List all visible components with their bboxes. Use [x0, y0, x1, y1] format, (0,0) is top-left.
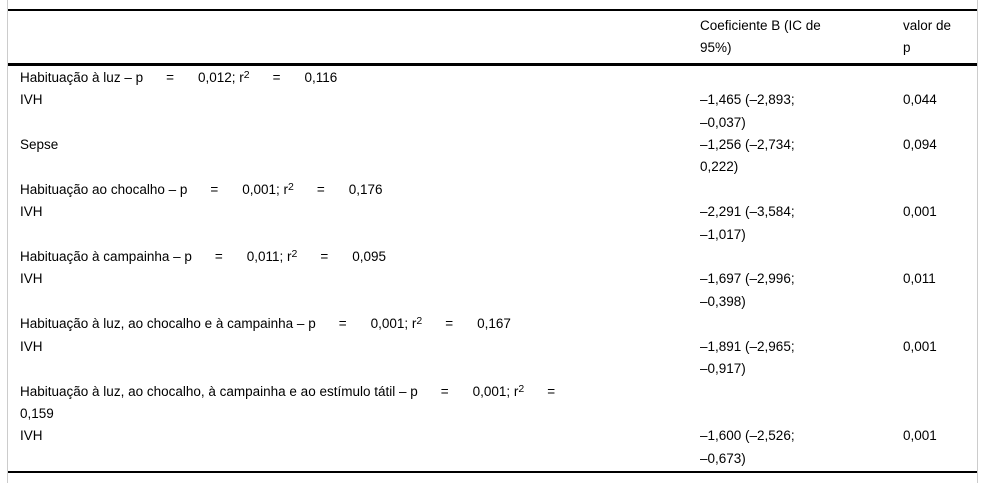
equals-sign: = — [272, 69, 281, 85]
predictor-label: IVH — [20, 204, 43, 220]
predictor-row: Sepse –1,256 (–2,734; 0,222) 0,094 — [8, 134, 977, 179]
coefficient-line1: –1,465 (–2,893; — [700, 92, 795, 108]
predictor-label: IVH — [20, 428, 43, 444]
superscript-2: 2 — [416, 315, 423, 328]
model-label: Habituação à luz, ao chocalho e à campai… — [20, 316, 316, 332]
regression-results-table: Coeficiente B (IC de 95%) valor de p Hab… — [8, 9, 977, 474]
equals-sign: = — [214, 249, 223, 265]
superscript-2: 2 — [518, 382, 525, 395]
equals-sign: = — [338, 316, 347, 332]
model-section-row: Habituação à campainha – p = 0,011; r2 = 0,0… — [8, 246, 977, 268]
model-heading: Habituação ao chocalho – p = 0,001; r2 = 0,1… — [8, 179, 977, 201]
coefficient-line2: –0,037) — [700, 114, 746, 130]
model-p-value: 0,001; r — [242, 181, 289, 197]
header-pvalue-line1: valor de — [903, 18, 952, 33]
predictor-row: IVH –2,291 (–3,584; –1,017) 0,001 — [8, 201, 977, 246]
model-r2-value: 0,095 — [352, 249, 387, 265]
equals-sign: = — [166, 69, 174, 85]
predictor-label: IVH — [20, 92, 43, 108]
p-value: 0,001 — [903, 204, 937, 220]
equals-sign: = — [210, 181, 219, 197]
equals-sign: = — [320, 249, 329, 265]
coefficient-line2: –0,673) — [700, 450, 746, 466]
coefficient-cell: –1,465 (–2,893; –0,037) — [688, 89, 891, 134]
equals-sign: = — [445, 316, 454, 332]
coefficient-cell: –1,600 (–2,526; –0,673) — [688, 425, 891, 470]
equals-sign: = — [316, 181, 325, 197]
p-value: 0,001 — [903, 338, 937, 354]
model-section-row: Habituação ao chocalho – p = 0,001; r2 = 0,1… — [8, 179, 977, 201]
predictor-row: IVH –1,600 (–2,526; –0,673) 0,001 — [8, 425, 977, 470]
model-label: Habituação ao chocalho – p — [20, 181, 188, 197]
predictor-row: IVH –1,697 (–2,996; –0,398) 0,011 — [8, 268, 977, 313]
right-frame-edge — [977, 0, 978, 483]
header-coefficient-cell: Coeficiente B (IC de 95%) — [688, 15, 891, 60]
equals-sign: = — [440, 383, 449, 399]
coefficient-cell: –1,891 (–2,965; –0,917) — [688, 336, 891, 381]
superscript-2: 2 — [243, 68, 250, 81]
model-heading: Habituação à luz – p = 0,012; r2 = 0,116 — [8, 67, 977, 89]
model-r2-value: 0,167 — [477, 316, 511, 332]
superscript-2: 2 — [288, 180, 294, 193]
p-value: 0,044 — [903, 92, 937, 108]
table-header: Coeficiente B (IC de 95%) valor de p — [8, 11, 977, 66]
header-coefficient-line2: 95%) — [700, 40, 732, 56]
equals-sign: = — [547, 383, 556, 399]
p-value: 0,001 — [903, 428, 937, 444]
model-label: Habituação à luz – p — [20, 69, 144, 85]
model-section-row: Habituação à luz, ao chocalho e à campai… — [8, 313, 977, 335]
coefficient-line2: 0,222) — [700, 159, 739, 175]
model-r2-value: 0,116 — [304, 69, 338, 85]
predictor-label: IVH — [20, 271, 43, 287]
coefficient-line1: –1,256 (–2,734; — [700, 137, 795, 153]
header-coefficient-line1: Coeficiente B (IC de — [700, 18, 821, 33]
predictor-label: IVH — [20, 338, 43, 354]
superscript-2: 2 — [291, 248, 298, 261]
model-heading: Habituação à campainha – p = 0,011; r2 = 0,0… — [8, 246, 977, 268]
p-value: 0,094 — [903, 137, 937, 153]
model-heading: Habituação à luz, ao chocalho e à campai… — [8, 313, 977, 335]
model-p-value: 0,001; r — [472, 383, 519, 399]
coefficient-line1: –1,600 (–2,526; — [700, 428, 795, 444]
p-value: 0,011 — [903, 271, 936, 287]
model-section-row: Habituação à luz, ao chocalho, à campain… — [8, 381, 977, 426]
left-frame-edge — [7, 0, 8, 483]
coefficient-cell: –2,291 (–3,584; –1,017) — [688, 201, 891, 246]
coefficient-cell: –1,697 (–2,996; –0,398) — [688, 268, 891, 313]
model-label: Habituação à luz, ao chocalho, à campain… — [20, 383, 418, 399]
header-pvalue-line2: p — [903, 40, 911, 56]
model-p-value: 0,001; r — [370, 316, 417, 332]
header-pvalue-cell: valor de p — [891, 15, 977, 60]
table-body: Habituação à luz – p = 0,012; r2 = 0,116 IVH… — [8, 66, 977, 474]
model-r2-value: 0,176 — [348, 181, 383, 197]
predictor-label: Sepse — [20, 137, 59, 153]
model-label: Habituação à campainha – p — [20, 249, 192, 265]
model-r2-value-wrapped: 0,159 — [20, 405, 54, 421]
predictor-row: IVH –1,891 (–2,965; –0,917) 0,001 — [8, 336, 977, 381]
coefficient-line2: –0,398) — [700, 293, 746, 309]
model-p-value: 0,011; r — [246, 249, 292, 265]
model-p-value: 0,012; r — [197, 69, 244, 85]
model-heading: Habituação à luz, ao chocalho, à campain… — [8, 381, 977, 426]
coefficient-line2: –0,917) — [700, 361, 746, 377]
model-section-row: Habituação à luz – p = 0,012; r2 = 0,116 — [8, 67, 977, 89]
coefficient-cell: –1,256 (–2,734; 0,222) — [688, 134, 891, 179]
coefficient-line1: –1,697 (–2,996; — [700, 271, 795, 287]
coefficient-line1: –1,891 (–2,965; — [700, 338, 795, 354]
coefficient-line2: –1,017) — [700, 226, 746, 242]
predictor-row: IVH –1,465 (–2,893; –0,037) 0,044 — [8, 89, 977, 134]
coefficient-line1: –2,291 (–3,584; — [700, 204, 795, 220]
